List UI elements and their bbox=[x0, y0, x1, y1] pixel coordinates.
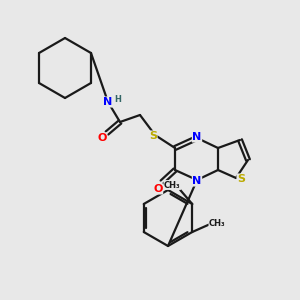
Text: N: N bbox=[192, 176, 202, 186]
Text: N: N bbox=[103, 97, 112, 107]
Text: O: O bbox=[153, 184, 163, 194]
Text: H: H bbox=[114, 94, 121, 103]
Text: N: N bbox=[192, 132, 202, 142]
Text: S: S bbox=[149, 131, 157, 141]
Text: O: O bbox=[97, 133, 107, 143]
Text: CH₃: CH₃ bbox=[209, 220, 226, 229]
Text: S: S bbox=[237, 174, 245, 184]
Text: CH₃: CH₃ bbox=[164, 181, 181, 190]
